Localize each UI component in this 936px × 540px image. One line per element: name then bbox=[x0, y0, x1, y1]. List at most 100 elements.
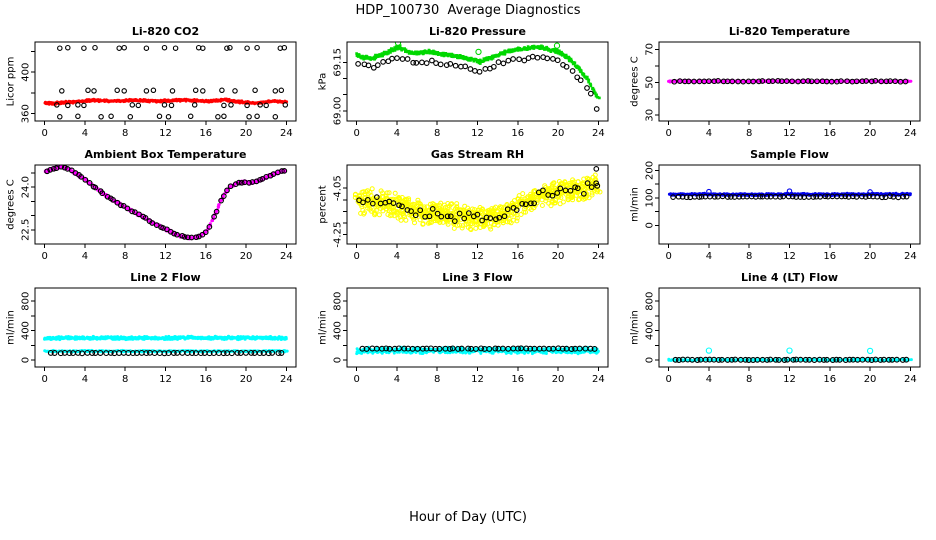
x-tick-label: 8 bbox=[122, 374, 128, 385]
x-tick-label: 24 bbox=[280, 251, 293, 262]
x-tick-label: 4 bbox=[706, 251, 712, 262]
y-axis-title: ml/min bbox=[630, 310, 641, 345]
panel-title: Line 4 (LT) Flow bbox=[741, 271, 838, 284]
x-tick-label: 20 bbox=[552, 128, 565, 139]
panel-line-3-flow: 0 4 8 12 16 20 24 0 400 800 Line 3 Flow ml/min bbox=[318, 271, 609, 385]
series-rh-outlier-points bbox=[593, 166, 601, 189]
x-tick-label: 4 bbox=[394, 128, 400, 139]
panel-title: Line 3 Flow bbox=[442, 271, 512, 284]
series-pressure-band bbox=[355, 44, 601, 100]
plot-box bbox=[658, 164, 921, 245]
y-tick-label: 0 bbox=[645, 357, 656, 363]
x-tick-label: 24 bbox=[280, 128, 293, 139]
series-pressure-outlier-points bbox=[394, 42, 561, 56]
x-tick-label: 24 bbox=[904, 374, 917, 385]
x-tick-label: 8 bbox=[746, 128, 752, 139]
x-tick-label: 16 bbox=[823, 128, 836, 139]
x-tick-label: 20 bbox=[552, 251, 565, 262]
series-line3-rings bbox=[359, 345, 598, 352]
y-axis-title: percent bbox=[318, 185, 329, 223]
x-tick-label: 24 bbox=[592, 251, 605, 262]
series-pressure-sample-rings bbox=[355, 53, 600, 112]
x-tick-label: 20 bbox=[864, 128, 877, 139]
x-tick-label: 12 bbox=[783, 374, 796, 385]
y-tick-label: 0 bbox=[645, 222, 656, 228]
x-tick-label: 24 bbox=[904, 128, 917, 139]
x-tick-label: 20 bbox=[240, 374, 253, 385]
x-tick-label: 0 bbox=[665, 251, 671, 262]
y-tick-label: 200 bbox=[645, 161, 656, 180]
x-axis-label: Hour of Day (UTC) bbox=[409, 510, 527, 525]
panel-series bbox=[667, 188, 912, 201]
x-tick-label: 16 bbox=[199, 128, 212, 139]
x-tick-label: 24 bbox=[592, 128, 605, 139]
x-tick-label: 12 bbox=[783, 128, 796, 139]
x-tick-label: 12 bbox=[471, 128, 484, 139]
panel-gas-stream-rh: 0 4 8 12 16 20 24 -4.25 -4.05 Gas Stream RH percen… bbox=[318, 148, 609, 262]
panel-title: Ambient Box Temperature bbox=[85, 148, 247, 161]
x-tick-label: 24 bbox=[904, 251, 917, 262]
panel-title: Li-820 CO2 bbox=[132, 25, 199, 38]
series-ambient-temp-rings bbox=[44, 165, 288, 241]
panel-li-820-temperature: 0 4 8 12 16 20 24 30 50 70 Li-820 Temperature degre… bbox=[630, 25, 921, 139]
series-line4-outlier-points bbox=[705, 347, 874, 355]
panel-series bbox=[43, 44, 289, 120]
x-tick-label: 0 bbox=[353, 374, 359, 385]
x-tick-label: 4 bbox=[82, 251, 88, 262]
x-tick-label: 20 bbox=[240, 251, 253, 262]
y-tick-label: 69.15 bbox=[333, 48, 344, 77]
x-tick-label: 8 bbox=[434, 128, 440, 139]
y-tick-label: 400 bbox=[21, 63, 32, 82]
plot-box bbox=[34, 41, 297, 122]
y-axis-title: ml/min bbox=[318, 310, 329, 345]
panel-series bbox=[667, 78, 913, 85]
x-tick-label: 0 bbox=[665, 374, 671, 385]
panel-series bbox=[43, 165, 288, 241]
x-tick-label: 0 bbox=[41, 251, 47, 262]
panel-title: Li-820 Temperature bbox=[729, 25, 850, 38]
x-tick-label: 20 bbox=[864, 374, 877, 385]
x-tick-label: 4 bbox=[706, 128, 712, 139]
y-tick-label: 50 bbox=[645, 76, 656, 89]
series-sample-flow-rings bbox=[670, 193, 910, 201]
y-axis-title: degrees C bbox=[6, 179, 17, 229]
y-tick-label: 22.5 bbox=[21, 219, 32, 241]
y-tick-label: 70 bbox=[645, 43, 656, 56]
series-li820-temp-rings bbox=[671, 78, 909, 85]
y-tick-label: 400 bbox=[645, 321, 656, 340]
x-tick-label: 16 bbox=[823, 374, 836, 385]
x-tick-label: 16 bbox=[823, 251, 836, 262]
x-tick-label: 0 bbox=[41, 128, 47, 139]
x-tick-label: 16 bbox=[511, 251, 524, 262]
x-tick-label: 20 bbox=[864, 251, 877, 262]
panel-series bbox=[667, 347, 913, 363]
x-tick-label: 16 bbox=[511, 128, 524, 139]
x-tick-label: 12 bbox=[471, 374, 484, 385]
y-tick-label: 800 bbox=[21, 292, 32, 311]
x-tick-label: 4 bbox=[82, 374, 88, 385]
y-tick-label: -4.05 bbox=[333, 175, 344, 201]
y-tick-label: 69.00 bbox=[333, 97, 344, 126]
y-tick-label: 800 bbox=[333, 292, 344, 311]
series-rh-sample-rings bbox=[356, 180, 600, 224]
series-line4-rings bbox=[672, 356, 910, 363]
series-co2-sample-points bbox=[54, 44, 289, 120]
y-axis-title: ml/min bbox=[630, 187, 641, 222]
figure-title: HDP_100730 Average Diagnostics bbox=[355, 3, 581, 18]
y-tick-label: 30 bbox=[645, 109, 656, 122]
y-axis-title: Licor ppm bbox=[6, 57, 17, 107]
x-tick-label: 12 bbox=[783, 251, 796, 262]
x-tick-label: 8 bbox=[434, 374, 440, 385]
x-tick-label: 0 bbox=[353, 128, 359, 139]
panel-title: Line 2 Flow bbox=[130, 271, 200, 284]
x-tick-label: 12 bbox=[159, 128, 172, 139]
x-tick-label: 8 bbox=[122, 128, 128, 139]
x-tick-label: 20 bbox=[240, 128, 253, 139]
plot-box bbox=[658, 287, 921, 368]
plot-box bbox=[346, 287, 609, 368]
x-tick-label: 4 bbox=[706, 374, 712, 385]
panel-series bbox=[43, 334, 289, 357]
x-tick-label: 4 bbox=[82, 128, 88, 139]
panel-title: Gas Stream RH bbox=[431, 148, 524, 161]
